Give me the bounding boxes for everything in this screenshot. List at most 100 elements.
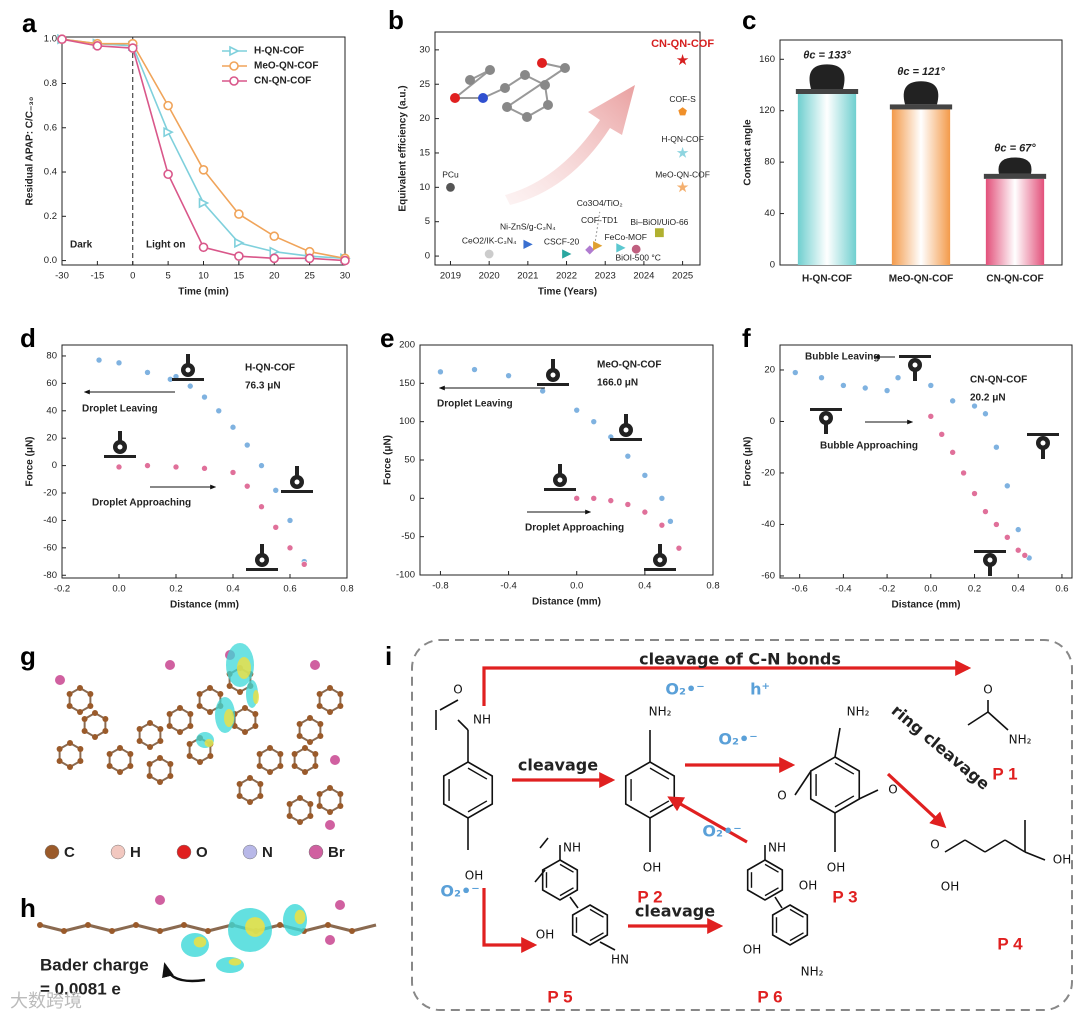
marker bbox=[163, 126, 174, 138]
marker bbox=[446, 182, 455, 192]
marker bbox=[229, 76, 239, 86]
icon-plate bbox=[281, 490, 313, 493]
atom bbox=[117, 769, 123, 775]
chem-group: NH bbox=[563, 841, 581, 855]
atom bbox=[147, 720, 153, 726]
atom bbox=[205, 928, 211, 934]
bond bbox=[967, 711, 989, 726]
atom bbox=[37, 922, 43, 928]
marker bbox=[676, 54, 689, 66]
data-point bbox=[144, 369, 151, 376]
atom bbox=[226, 683, 233, 689]
legend-atom bbox=[176, 844, 192, 860]
data-point bbox=[883, 387, 891, 394]
bond-ring bbox=[293, 746, 317, 774]
atom bbox=[127, 751, 134, 757]
data-point bbox=[115, 463, 123, 471]
benzene-ring bbox=[442, 761, 494, 819]
atom bbox=[207, 685, 213, 691]
x-tick-label: 0.0 bbox=[570, 581, 583, 592]
icon-plate bbox=[544, 488, 576, 491]
data-point bbox=[641, 472, 649, 479]
legend-label: CN-QN-COF bbox=[254, 76, 311, 87]
atom bbox=[247, 775, 253, 781]
x-tick-label: -0.4 bbox=[500, 581, 516, 592]
marker bbox=[163, 169, 173, 180]
bond bbox=[987, 711, 1009, 731]
panel-label: d bbox=[20, 323, 36, 353]
bond bbox=[183, 923, 209, 933]
icon-hole bbox=[117, 444, 123, 450]
icon-hole bbox=[557, 477, 563, 483]
category-label: MeO-QN-COF bbox=[889, 274, 953, 285]
data-point bbox=[982, 508, 989, 515]
chem-group: OH bbox=[643, 861, 661, 875]
bond bbox=[327, 923, 353, 933]
atom-br bbox=[335, 900, 345, 910]
atom bbox=[117, 745, 123, 751]
point-label: PCu bbox=[442, 170, 459, 180]
atom bbox=[291, 751, 298, 757]
atom bbox=[257, 781, 264, 787]
atom bbox=[186, 741, 193, 747]
droplet bbox=[903, 81, 939, 105]
data-point bbox=[258, 503, 265, 511]
charge-density bbox=[228, 958, 242, 966]
data-point bbox=[675, 544, 683, 552]
data-point bbox=[272, 486, 280, 494]
annotation: = 0.0081 e bbox=[40, 979, 121, 998]
marker bbox=[198, 165, 209, 175]
y-tick-label: -40 bbox=[761, 519, 775, 530]
atom bbox=[252, 711, 259, 717]
data-point bbox=[971, 490, 978, 497]
atom bbox=[302, 769, 308, 775]
watermark: 大数跨境 bbox=[10, 991, 82, 1012]
atom bbox=[67, 740, 73, 746]
molecule-atom bbox=[520, 70, 530, 80]
x-tick-label: 2019 bbox=[440, 271, 461, 282]
data-point bbox=[539, 387, 546, 395]
annotation: Light on bbox=[146, 240, 185, 251]
panel-label: a bbox=[22, 8, 37, 38]
bond bbox=[111, 923, 137, 933]
chem-group: OH bbox=[536, 928, 554, 942]
panel-label: b bbox=[388, 5, 404, 35]
atom bbox=[337, 803, 344, 809]
atom bbox=[327, 685, 333, 691]
series-line bbox=[61, 38, 346, 260]
bond bbox=[207, 923, 233, 933]
bond bbox=[774, 896, 783, 909]
arrow-label: O₂•⁻ bbox=[718, 730, 757, 749]
icon-plate bbox=[644, 568, 676, 571]
y-tick-label: 0.6 bbox=[44, 122, 57, 133]
icon-hole bbox=[259, 557, 265, 563]
atom bbox=[317, 721, 324, 727]
charge-density bbox=[253, 690, 259, 704]
marker bbox=[654, 228, 664, 238]
bond bbox=[1004, 839, 1026, 853]
x-tick-label: 0.6 bbox=[1055, 584, 1068, 595]
data-point bbox=[624, 452, 632, 460]
icon-needle bbox=[824, 424, 828, 434]
double-bond bbox=[559, 863, 574, 873]
atom-br bbox=[55, 675, 65, 685]
point-label: BiOI-500 °C bbox=[615, 252, 660, 262]
bar bbox=[891, 109, 951, 265]
legend-label: MeO-QN-COF bbox=[254, 61, 318, 72]
scheme-frame bbox=[411, 639, 1073, 1011]
annotation: 76.3 μN bbox=[245, 381, 281, 392]
atom bbox=[277, 751, 284, 757]
y-tick-label: -50 bbox=[401, 531, 415, 542]
reaction-arrow bbox=[667, 796, 748, 844]
annotation: Droplet Approaching bbox=[92, 498, 191, 509]
atom bbox=[92, 710, 98, 716]
chem-group: OH bbox=[827, 861, 845, 875]
icon-plate bbox=[104, 455, 136, 458]
bond bbox=[834, 727, 841, 758]
annotation: Bubble Approaching bbox=[820, 441, 918, 452]
data-point bbox=[949, 397, 956, 405]
data-point bbox=[471, 366, 478, 373]
arrow-label: O₂•⁻ bbox=[702, 822, 741, 841]
atom bbox=[207, 709, 213, 715]
chem-group: O bbox=[888, 783, 897, 797]
